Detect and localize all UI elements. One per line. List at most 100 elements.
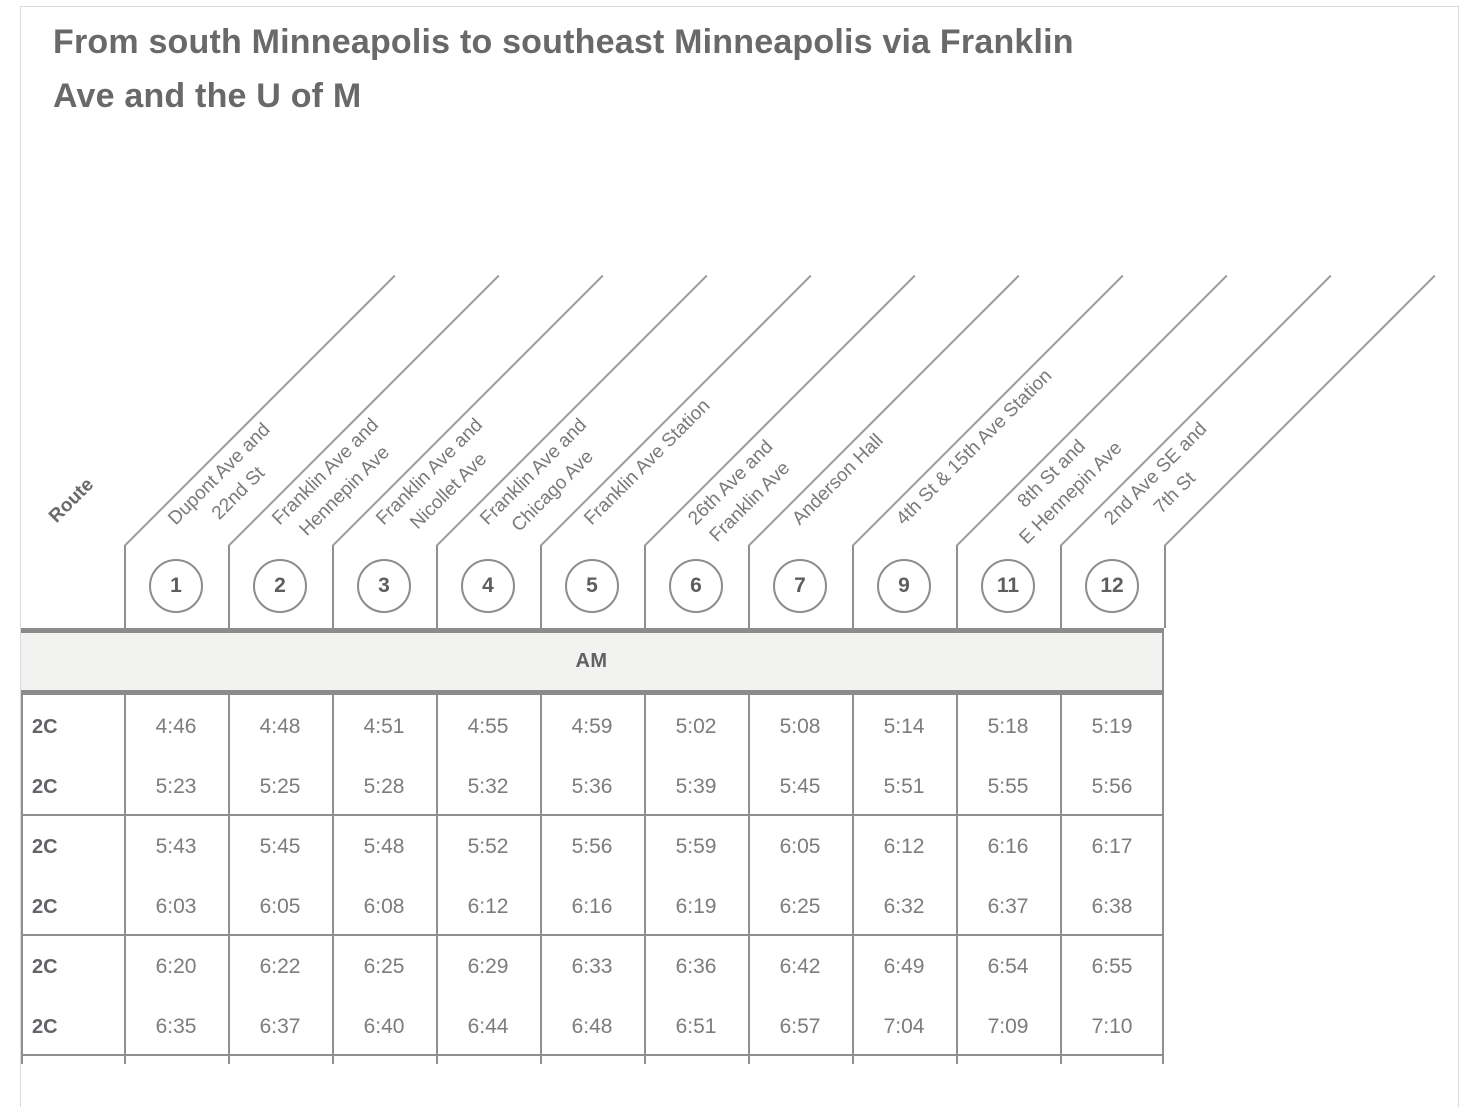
time-cell: 6:37 bbox=[987, 895, 1029, 918]
time-cell: 7:10 bbox=[1091, 1015, 1133, 1038]
stop-number-badge: 4 bbox=[461, 559, 515, 613]
column-boundary-line bbox=[1060, 545, 1062, 628]
time-cell: 6:20 bbox=[155, 955, 197, 978]
time-cell: 4:48 bbox=[259, 715, 301, 738]
stop-number-badge: 11 bbox=[981, 559, 1035, 613]
time-cell: 5:36 bbox=[571, 775, 613, 798]
column-boundary-line bbox=[332, 545, 334, 628]
time-cell: 5:56 bbox=[1091, 775, 1133, 798]
page-title: From south Minneapolis to southeast Minn… bbox=[53, 23, 1074, 115]
route-column-header-label: Route bbox=[45, 474, 99, 528]
time-cell: 5:45 bbox=[779, 775, 821, 798]
table-vertical-border bbox=[332, 695, 334, 1064]
table-vertical-border bbox=[124, 695, 126, 1064]
trip-row: 2C 6:03 6:05 6:08 6:12 6:16 6:19 6:25 6:32 6:37 6:… bbox=[21, 877, 1164, 937]
time-cell: 5:25 bbox=[259, 775, 301, 798]
time-cell: 5:51 bbox=[883, 775, 925, 798]
trip-row: 2C 4:46 4:48 4:51 4:55 4:59 5:02 5:08 5:14 5:18 5:… bbox=[21, 697, 1164, 757]
time-cell: 7:04 bbox=[883, 1015, 925, 1038]
route-cell: 2C bbox=[32, 1015, 58, 1038]
column-boundary-line bbox=[644, 545, 646, 628]
time-cell: 6:12 bbox=[883, 835, 925, 858]
table-vertical-border bbox=[956, 695, 958, 1064]
header-bar-bottom bbox=[21, 690, 1164, 695]
am-band-label: AM bbox=[575, 650, 608, 672]
time-cell: 6:37 bbox=[259, 1015, 301, 1038]
table-vertical-border bbox=[644, 695, 646, 1064]
time-cell: 5:45 bbox=[259, 835, 301, 858]
route-cell: 2C bbox=[32, 775, 58, 798]
time-cell: 6:16 bbox=[571, 895, 613, 918]
time-cell: 5:14 bbox=[883, 715, 925, 738]
route-column-header: Route bbox=[20, 474, 124, 528]
time-cell: 4:55 bbox=[467, 715, 509, 738]
time-cell: 5:52 bbox=[467, 835, 509, 858]
time-cell: 5:39 bbox=[675, 775, 717, 798]
schedule-card bbox=[20, 6, 1459, 1107]
trip-row: 2C 5:43 5:45 5:48 5:52 5:56 5:59 6:05 6:12 6:16 6:… bbox=[21, 817, 1164, 877]
column-boundary-line bbox=[124, 545, 126, 628]
stop-number-badge: 9 bbox=[877, 559, 931, 613]
trip-row: 2C 5:23 5:25 5:28 5:32 5:36 5:39 5:45 5:51 5:55 5:… bbox=[21, 757, 1164, 817]
column-boundary-line bbox=[748, 545, 750, 628]
time-cell: 5:28 bbox=[363, 775, 405, 798]
time-cell: 6:08 bbox=[363, 895, 405, 918]
stop-number-badge: 12 bbox=[1085, 559, 1139, 613]
table-vertical-border bbox=[748, 695, 750, 1064]
time-cell: 6:29 bbox=[467, 955, 509, 978]
time-cell: 6:36 bbox=[675, 955, 717, 978]
column-boundary-line bbox=[436, 545, 438, 628]
column-boundary-line bbox=[1164, 545, 1166, 628]
trip-row: 2C 6:35 6:37 6:40 6:44 6:48 6:51 6:57 7:04 7:09 7:… bbox=[21, 997, 1164, 1057]
stop-number-badge: 2 bbox=[253, 559, 307, 613]
trip-row: 2C 6:20 6:22 6:25 6:29 6:33 6:36 6:42 6:49 6:54 6:… bbox=[21, 937, 1164, 997]
schedule-table-body: 2C 4:46 4:48 4:51 4:55 4:59 5:02 5:08 5:14 5:18 5:… bbox=[21, 695, 1164, 1064]
time-cell: 5:43 bbox=[155, 835, 197, 858]
time-cell: 5:59 bbox=[675, 835, 717, 858]
time-cell: 4:51 bbox=[363, 715, 405, 738]
time-cell: 6:35 bbox=[155, 1015, 197, 1038]
trip-group-border bbox=[21, 934, 1164, 936]
table-vertical-border bbox=[852, 695, 854, 1064]
time-cell: 6:57 bbox=[779, 1015, 821, 1038]
trip-group-border bbox=[21, 1054, 1164, 1056]
time-cell: 7:09 bbox=[987, 1015, 1029, 1038]
time-cell: 6:17 bbox=[1091, 835, 1133, 858]
time-cell: 5:56 bbox=[571, 835, 613, 858]
time-cell: 6:44 bbox=[467, 1015, 509, 1038]
time-cell: 6:48 bbox=[571, 1015, 613, 1038]
table-vertical-border bbox=[540, 695, 542, 1064]
route-cell: 2C bbox=[32, 835, 58, 858]
time-cell: 6:25 bbox=[363, 955, 405, 978]
time-cell: 6:19 bbox=[675, 895, 717, 918]
table-vertical-border bbox=[1060, 695, 1062, 1064]
time-cell: 6:03 bbox=[155, 895, 197, 918]
time-cell: 5:48 bbox=[363, 835, 405, 858]
time-cell: 6:16 bbox=[987, 835, 1029, 858]
column-boundary-line bbox=[956, 545, 958, 628]
table-vertical-border bbox=[228, 695, 230, 1064]
time-cell: 6:33 bbox=[571, 955, 613, 978]
time-cell: 6:22 bbox=[259, 955, 301, 978]
time-cell: 6:51 bbox=[675, 1015, 717, 1038]
time-cell: 6:49 bbox=[883, 955, 925, 978]
time-cell: 5:23 bbox=[155, 775, 197, 798]
stop-number-badge: 5 bbox=[565, 559, 619, 613]
column-boundary-line bbox=[540, 545, 542, 628]
am-band: AM bbox=[21, 633, 1164, 690]
time-cell: 6:42 bbox=[779, 955, 821, 978]
time-cell: 6:32 bbox=[883, 895, 925, 918]
stop-number-badge: 6 bbox=[669, 559, 723, 613]
trip-group-border bbox=[21, 814, 1164, 816]
time-cell: 6:38 bbox=[1091, 895, 1133, 918]
table-vertical-border bbox=[1162, 695, 1164, 1064]
route-cell: 2C bbox=[32, 715, 58, 738]
table-vertical-border bbox=[436, 695, 438, 1064]
time-cell: 5:55 bbox=[987, 775, 1029, 798]
time-cell: 4:59 bbox=[571, 715, 613, 738]
time-cell: 5:02 bbox=[675, 715, 717, 738]
time-cell: 5:19 bbox=[1091, 715, 1133, 738]
stop-number-badge: 7 bbox=[773, 559, 827, 613]
time-cell: 6:05 bbox=[259, 895, 301, 918]
time-cell: 4:46 bbox=[155, 715, 197, 738]
